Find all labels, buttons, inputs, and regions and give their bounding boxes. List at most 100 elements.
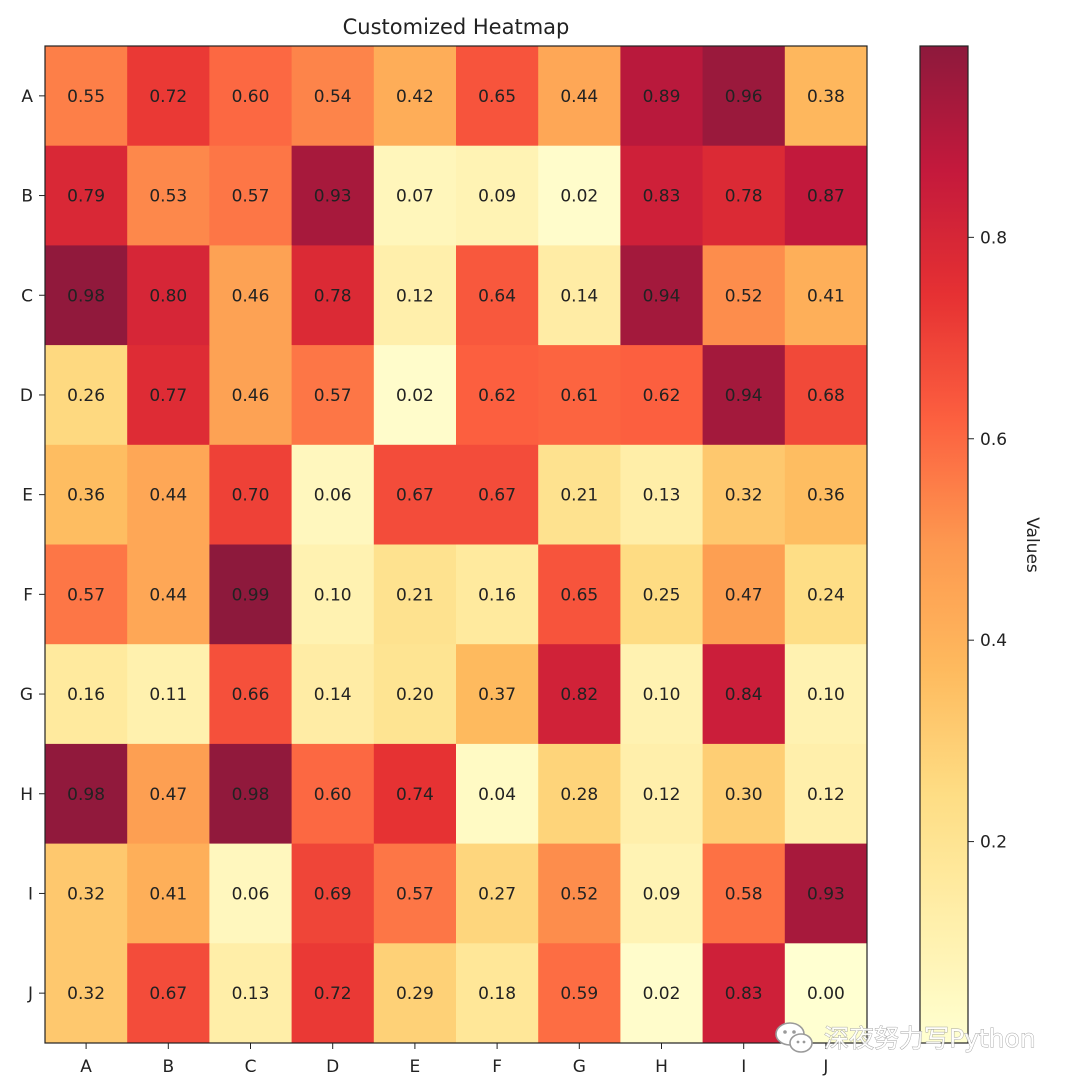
x-tick-label: H bbox=[655, 1057, 668, 1077]
heatmap-cell bbox=[620, 245, 704, 346]
heatmap-cell bbox=[620, 46, 704, 147]
cell-value-label: 0.36 bbox=[807, 486, 845, 506]
heatmap-cell bbox=[209, 743, 293, 845]
heatmap-cell bbox=[456, 46, 539, 147]
heatmap-cell bbox=[456, 743, 539, 845]
cell-value-label: 0.42 bbox=[396, 87, 434, 107]
cell-value-label: 0.44 bbox=[560, 87, 598, 107]
heatmap-cell bbox=[538, 644, 621, 745]
cell-value-label: 0.20 bbox=[396, 685, 434, 705]
cell-value-label: 0.16 bbox=[67, 685, 105, 705]
cell-value-label: 0.32 bbox=[67, 984, 105, 1004]
heatmap-cell bbox=[456, 544, 539, 645]
cell-value-label: 0.61 bbox=[560, 386, 598, 406]
heatmap-cell bbox=[702, 843, 786, 944]
y-tick-label: E bbox=[22, 486, 33, 506]
cell-value-label: 0.57 bbox=[314, 386, 352, 406]
cell-value-label: 0.69 bbox=[314, 884, 352, 904]
heatmap-cell bbox=[373, 444, 457, 545]
heatmap-cells bbox=[45, 46, 868, 1044]
heatmap-cell bbox=[127, 544, 210, 645]
heatmap-cell bbox=[784, 743, 868, 845]
heatmap-cell bbox=[456, 843, 539, 944]
y-tick-label: C bbox=[21, 286, 33, 306]
cell-value-label: 0.27 bbox=[478, 884, 516, 904]
heatmap-cell bbox=[209, 145, 293, 246]
heatmap-cell bbox=[538, 245, 621, 346]
heatmap-cell bbox=[456, 145, 539, 246]
heatmap-cell bbox=[209, 345, 293, 446]
heatmap-cell bbox=[373, 843, 457, 944]
cell-value-label: 0.77 bbox=[149, 386, 187, 406]
cell-value-label: 0.65 bbox=[560, 585, 598, 605]
y-tick-label: H bbox=[20, 785, 33, 805]
cell-value-label: 0.44 bbox=[149, 585, 187, 605]
heatmap-cell bbox=[538, 444, 621, 545]
heatmap-cell bbox=[538, 345, 621, 446]
cell-value-label: 0.72 bbox=[314, 984, 352, 1004]
heatmap-cell bbox=[291, 743, 375, 845]
heatmap-cell bbox=[538, 743, 621, 845]
heatmap-cell bbox=[373, 644, 457, 745]
heatmap-cell bbox=[784, 843, 868, 944]
heatmap-cell bbox=[373, 145, 457, 246]
cell-value-label: 0.32 bbox=[67, 884, 105, 904]
x-tick-label: D bbox=[326, 1057, 339, 1077]
y-tick-label: G bbox=[20, 685, 33, 705]
heatmap-cell bbox=[127, 843, 210, 944]
x-tick-label: E bbox=[410, 1057, 421, 1077]
cell-value-label: 0.99 bbox=[232, 585, 270, 605]
cell-value-label: 0.67 bbox=[396, 486, 434, 506]
cell-value-label: 0.87 bbox=[807, 187, 845, 207]
cell-value-label: 0.12 bbox=[396, 286, 434, 306]
heatmap-cell bbox=[291, 843, 375, 944]
heatmap-cell bbox=[538, 145, 621, 246]
heatmap-cell bbox=[291, 644, 375, 745]
cell-value-label: 0.96 bbox=[725, 87, 763, 107]
heatmap-cell bbox=[45, 145, 128, 246]
cell-value-label: 0.78 bbox=[725, 187, 763, 207]
heatmap-cell bbox=[784, 145, 868, 246]
heatmap-cell bbox=[45, 245, 128, 346]
heatmap-cell bbox=[620, 345, 704, 446]
cell-value-label: 0.94 bbox=[725, 386, 763, 406]
heatmap-cell bbox=[291, 544, 375, 645]
heatmap-cell bbox=[45, 943, 128, 1044]
heatmap-cell bbox=[45, 345, 128, 446]
plot-frame bbox=[44, 45, 868, 1044]
cell-value-label: 0.24 bbox=[807, 585, 845, 605]
heatmap-cell bbox=[291, 345, 375, 446]
heatmap-cell bbox=[127, 444, 210, 545]
heatmap-cell bbox=[45, 444, 128, 545]
heatmap-cell bbox=[702, 46, 786, 147]
cell-value-label: 0.06 bbox=[232, 884, 270, 904]
watermark-text: 深夜努力写Python bbox=[824, 1024, 1036, 1053]
cell-value-label: 0.93 bbox=[807, 884, 845, 904]
cell-value-label: 0.93 bbox=[314, 187, 352, 207]
cell-value-label: 0.37 bbox=[478, 685, 516, 705]
heatmap-cell bbox=[784, 444, 868, 545]
heatmap-cell bbox=[291, 444, 375, 545]
heatmap-cell bbox=[702, 743, 786, 845]
x-tick-label: G bbox=[573, 1057, 586, 1077]
heatmap-cell bbox=[373, 245, 457, 346]
cell-value-label: 0.82 bbox=[560, 685, 598, 705]
x-tick-label: F bbox=[492, 1057, 502, 1077]
heatmap-cell bbox=[373, 943, 457, 1044]
colorbar-tick-label: 0.2 bbox=[980, 833, 1007, 853]
colorbar-label: Values bbox=[1022, 517, 1042, 573]
cell-value-label: 0.10 bbox=[643, 685, 681, 705]
cell-value-label: 0.80 bbox=[149, 286, 187, 306]
heatmap-cell bbox=[291, 145, 375, 246]
cell-value-label: 0.57 bbox=[232, 187, 270, 207]
cell-value-label: 0.38 bbox=[807, 87, 845, 107]
heatmap-cell bbox=[538, 843, 621, 944]
heatmap-cell bbox=[784, 245, 868, 346]
cell-value-label: 0.66 bbox=[232, 685, 270, 705]
heatmap-cell bbox=[373, 345, 457, 446]
heatmap-cell bbox=[209, 544, 293, 645]
heatmap-cell bbox=[127, 145, 210, 246]
cell-value-label: 0.21 bbox=[560, 486, 598, 506]
cell-value-label: 0.46 bbox=[232, 286, 270, 306]
cell-value-label: 0.67 bbox=[478, 486, 516, 506]
